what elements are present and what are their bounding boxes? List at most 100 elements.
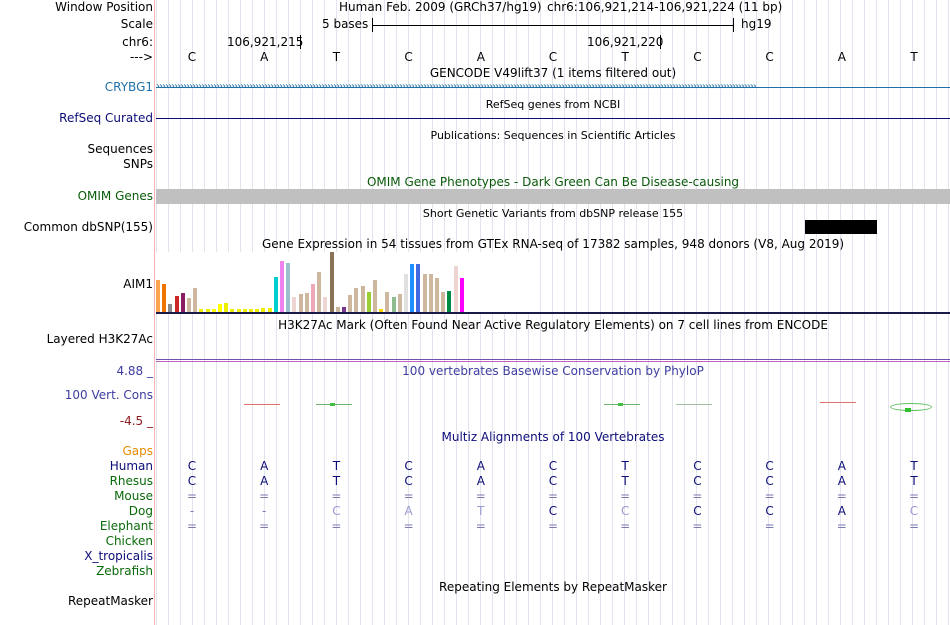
- gtex-bar[interactable]: [286, 263, 291, 312]
- alignment-base: T: [910, 459, 918, 473]
- gtex-bar[interactable]: [453, 266, 458, 312]
- gtex-bar[interactable]: [366, 292, 371, 312]
- gtex-bar[interactable]: [373, 280, 377, 312]
- gtex-bar[interactable]: [218, 304, 222, 312]
- dbsnp-track-title[interactable]: Short Genetic Variants from dbSNP releas…: [422, 207, 684, 220]
- gencode-gene-feature[interactable]: ››››››››››››››››››››››››››››››››››››››››…: [156, 84, 950, 92]
- gtex-bar[interactable]: [329, 252, 334, 312]
- coord-2: 106,921,220: [587, 35, 664, 49]
- gtex-bar[interactable]: [174, 296, 179, 312]
- gtex-bar[interactable]: [360, 286, 365, 312]
- species-label[interactable]: Dog: [128, 504, 153, 518]
- gtex-bar[interactable]: [410, 264, 415, 312]
- omim-track-title[interactable]: OMIM Gene Phenotypes - Dark Green Can Be…: [366, 175, 740, 189]
- gtex-bar[interactable]: [298, 294, 303, 312]
- phylop-track-title[interactable]: 100 vertebrates Basewise Conservation by…: [402, 364, 704, 378]
- gtex-bar[interactable]: [459, 278, 464, 312]
- gtex-bar[interactable]: [273, 277, 278, 312]
- gtex-bar[interactable]: [180, 293, 185, 312]
- gtex-bar[interactable]: [311, 284, 315, 312]
- sequence-base: A: [260, 50, 269, 64]
- publications-track-title[interactable]: Publications: Sequences in Scientific Ar…: [430, 129, 676, 142]
- alignment-base: =: [547, 519, 559, 533]
- species-label[interactable]: Mouse: [114, 489, 153, 503]
- gtex-bar[interactable]: [404, 274, 408, 312]
- repeatmasker-track-title[interactable]: Repeating Elements by RepeatMasker: [439, 580, 667, 594]
- alignment-base: A: [404, 504, 413, 518]
- gtex-bar[interactable]: [205, 309, 210, 312]
- h3k27ac-track-title[interactable]: H3K27Ac Mark (Often Found Near Active Re…: [278, 318, 828, 332]
- gtex-bar[interactable]: [342, 307, 346, 312]
- gtex-bar[interactable]: [379, 309, 384, 312]
- alignment-base: =: [259, 519, 270, 533]
- multiz-track-title[interactable]: Multiz Alignments of 100 Vertebrates: [441, 430, 665, 444]
- species-label[interactable]: Zebrafish: [96, 564, 153, 578]
- species-label[interactable]: Chicken: [105, 534, 153, 548]
- gtex-bar[interactable]: [199, 309, 204, 312]
- alignment-base: =: [403, 489, 414, 503]
- refseq-gene-line[interactable]: [156, 118, 950, 119]
- gtex-bar[interactable]: [255, 309, 260, 312]
- gtex-bar[interactable]: [397, 294, 402, 312]
- species-label[interactable]: Rhesus: [109, 474, 153, 488]
- alignment-base: C: [765, 474, 774, 488]
- gtex-bar[interactable]: [354, 288, 359, 312]
- gtex-bar[interactable]: [236, 309, 241, 312]
- omim-feature-bar[interactable]: [156, 189, 950, 204]
- omim-label[interactable]: OMIM Genes: [77, 189, 153, 203]
- phylop-mark: [618, 403, 623, 406]
- gtex-bar[interactable]: [385, 292, 390, 312]
- gtex-bar[interactable]: [249, 309, 253, 312]
- gtex-bar[interactable]: [162, 284, 167, 312]
- gtex-bar[interactable]: [280, 261, 284, 312]
- alignment-base: =: [836, 489, 847, 503]
- gtex-bar[interactable]: [168, 304, 173, 312]
- species-label[interactable]: Elephant: [99, 519, 153, 533]
- publications-snps-label[interactable]: SNPs: [123, 157, 153, 171]
- dbsnp-variant[interactable]: [805, 220, 877, 234]
- gtex-baseline: [156, 312, 950, 314]
- gtex-track-title[interactable]: Gene Expression in 54 tissues from GTEx …: [261, 237, 845, 251]
- gtex-bar[interactable]: [292, 297, 297, 312]
- gtex-bar[interactable]: [428, 274, 433, 312]
- gencode-gene-label[interactable]: CRYBG1: [104, 80, 153, 94]
- alignment-base: T: [621, 474, 629, 488]
- refseq-label[interactable]: RefSeq Curated: [59, 111, 153, 125]
- gtex-bar[interactable]: [416, 264, 421, 312]
- species-label[interactable]: Human: [109, 459, 153, 473]
- alignment-base: A: [837, 504, 846, 518]
- gtex-bar[interactable]: [447, 291, 452, 312]
- phylop-mark: [905, 408, 911, 412]
- gtex-bar[interactable]: [335, 307, 340, 312]
- gtex-bar[interactable]: [211, 309, 216, 312]
- gtex-bar[interactable]: [187, 298, 191, 312]
- gtex-bar[interactable]: [193, 288, 198, 312]
- refseq-track-title[interactable]: RefSeq genes from NCBI: [485, 98, 621, 111]
- h3k27ac-label[interactable]: Layered H3K27Ac: [46, 332, 153, 346]
- gtex-bar[interactable]: [323, 297, 328, 312]
- alignment-base: C: [693, 504, 702, 518]
- gtex-bar[interactable]: [230, 309, 235, 312]
- alignment-base: T: [621, 459, 629, 473]
- gtex-bar[interactable]: [267, 308, 272, 312]
- gtex-bar[interactable]: [156, 280, 160, 312]
- gtex-bar[interactable]: [435, 278, 439, 312]
- gtex-bar[interactable]: [224, 303, 229, 312]
- alignment-base: =: [547, 489, 559, 503]
- gtex-bar[interactable]: [261, 308, 266, 312]
- publications-sequences-label[interactable]: Sequences: [87, 142, 153, 156]
- gtex-bar[interactable]: [422, 274, 427, 312]
- species-label[interactable]: X_tropicalis: [84, 549, 153, 563]
- gtex-bar[interactable]: [242, 309, 247, 312]
- gaps-label[interactable]: Gaps: [122, 444, 153, 458]
- gtex-bar[interactable]: [348, 295, 353, 312]
- dbsnp-label[interactable]: Common dbSNP(155): [23, 220, 153, 234]
- phylop-label[interactable]: 100 Vert. Cons: [64, 388, 153, 402]
- gtex-bar[interactable]: [441, 292, 446, 312]
- gtex-label[interactable]: AIM1: [123, 277, 153, 291]
- gencode-track-title[interactable]: GENCODE V49lift37 (1 items filtered out): [429, 66, 677, 80]
- gtex-bar[interactable]: [304, 293, 309, 312]
- gtex-bar[interactable]: [317, 272, 322, 312]
- gtex-bar[interactable]: [391, 297, 396, 312]
- repeatmasker-label[interactable]: RepeatMasker: [67, 594, 153, 608]
